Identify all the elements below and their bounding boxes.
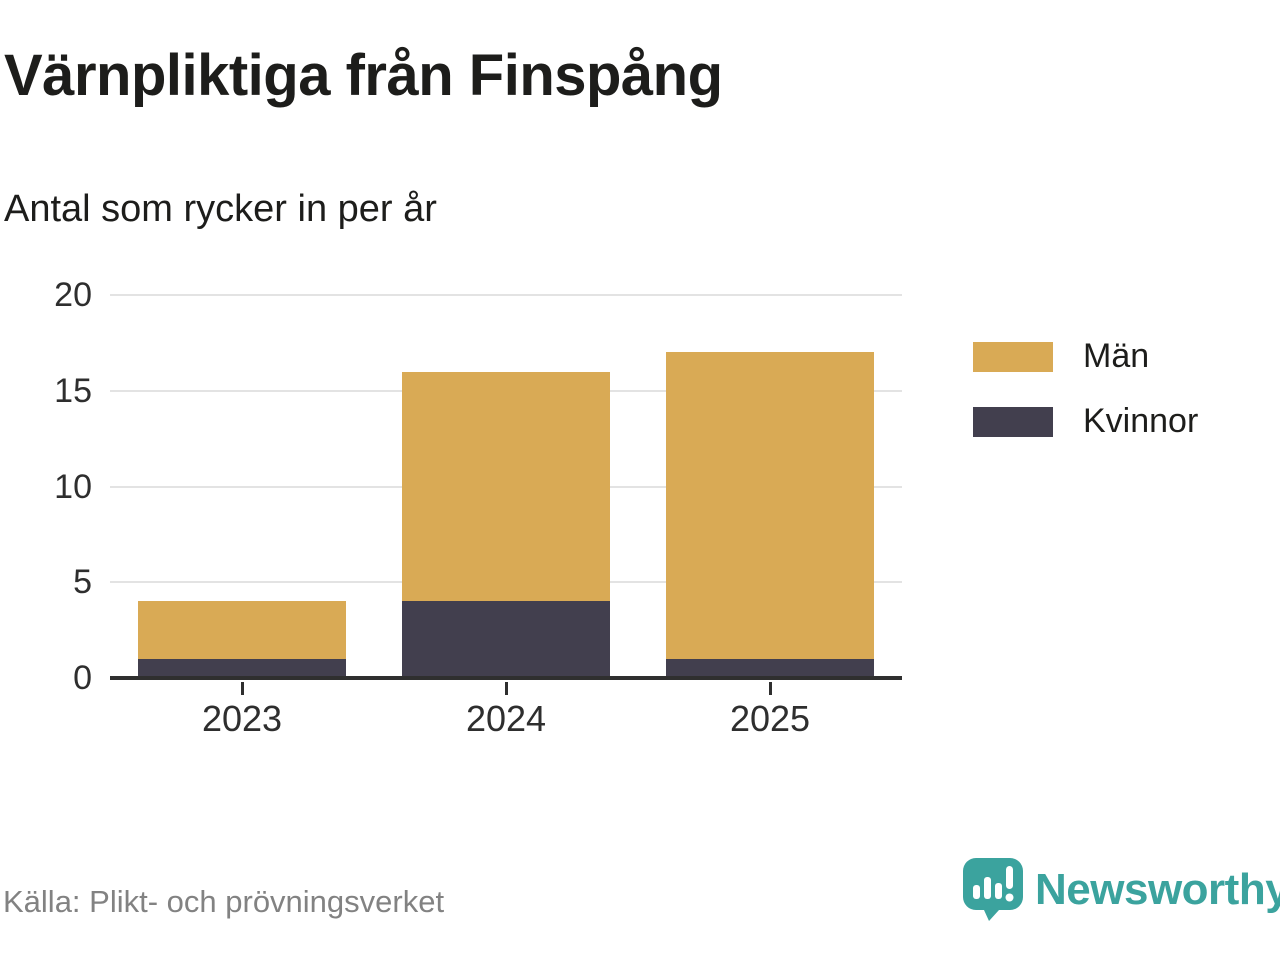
- x-tick-mark-2023: [240, 682, 244, 695]
- x-tick-label-2023: 2023: [201, 698, 283, 739]
- y-tick-label-10: 10: [54, 467, 92, 506]
- gridline-20: [110, 294, 902, 296]
- bar-segment-2025-Kvinnor: [666, 658, 874, 678]
- legend-label-Män: Män: [1083, 337, 1150, 375]
- plot-area: 0 5 10 15 20 2023 2024 2025: [54, 276, 902, 739]
- brand-name: Newsworthy: [1035, 865, 1280, 914]
- x-tick-mark-2024: [504, 682, 508, 695]
- bar-segment-2023-Män: [138, 601, 346, 659]
- legend-label-Kvinnor: Kvinnor: [1083, 402, 1199, 440]
- bar-segment-2023-Kvinnor: [138, 658, 346, 678]
- bar-segment-2024-Män: [402, 371, 610, 602]
- y-tick-label-5: 5: [73, 563, 92, 602]
- brand: Newsworthy: [963, 858, 1280, 922]
- newsworthy-logo-icon: [963, 858, 1023, 921]
- bar-segment-2024-Kvinnor: [402, 601, 610, 678]
- y-tick-label-0: 0: [73, 659, 92, 697]
- legend-swatch-Män: [973, 341, 1053, 372]
- legend: Män Kvinnor: [973, 337, 1198, 467]
- source-note: Källa: Plikt- och prövningsverket: [3, 884, 445, 919]
- x-tick-label-2025: 2025: [729, 698, 811, 739]
- bar-segment-2025-Män: [666, 352, 874, 659]
- legend-item-Kvinnor: Kvinnor: [973, 402, 1198, 441]
- x-axis-line: [110, 676, 902, 680]
- legend-item-Män: Män: [973, 337, 1198, 376]
- y-tick-label-20: 20: [54, 276, 92, 314]
- x-tick-label-2024: 2024: [465, 698, 547, 739]
- chart-subtitle: Antal som rycker in per år: [4, 188, 437, 230]
- chart-title: Värnpliktiga från Finspång: [4, 43, 723, 108]
- legend-swatch-Kvinnor: [973, 406, 1053, 437]
- x-tick-mark-2025: [768, 682, 772, 695]
- y-tick-label-15: 15: [54, 371, 92, 410]
